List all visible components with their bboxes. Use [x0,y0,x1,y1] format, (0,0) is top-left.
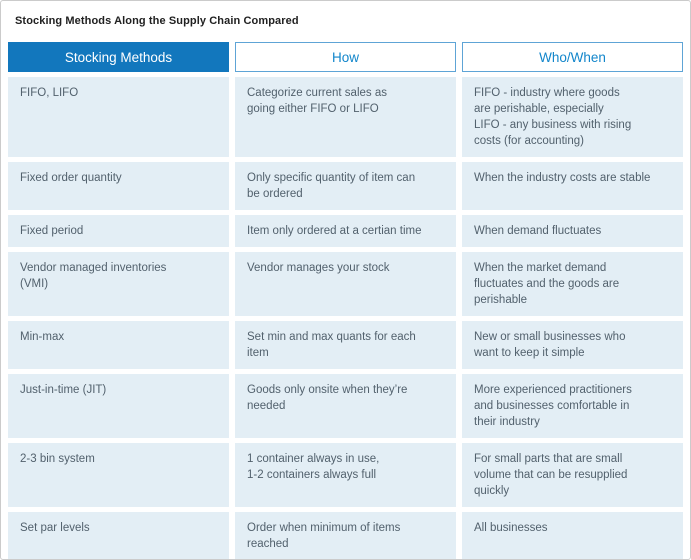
cell-method: Min-max [8,321,229,369]
cell-method: 2-3 bin system [8,443,229,507]
header-row: Stocking Methods How Who/When [8,42,683,72]
table-row-fifo-lifo: FIFO, LIFO Categorize current sales as g… [8,77,683,157]
header-cell-who-when: Who/When [462,42,683,72]
cell-how: Item only ordered at a certian time [235,215,456,247]
cell-who: All businesses [462,512,683,559]
cell-how: Vendor manages your stock [235,252,456,316]
cell-who: FIFO - industry where goods are perishab… [462,77,683,157]
cell-how: Only specific quantity of item can be or… [235,162,456,210]
cell-who: For small parts that are small volume th… [462,443,683,507]
cell-method: Fixed order quantity [8,162,229,210]
cell-method: Set par levels [8,512,229,559]
table-row-min-max: Min-max Set min and max quants for each … [8,321,683,369]
cell-who: More experienced practitioners and busin… [462,374,683,438]
table-row-jit: Just-in-time (JIT) Goods only onsite whe… [8,374,683,438]
cell-method: Fixed period [8,215,229,247]
table-row-2-3-bin-system: 2-3 bin system 1 container always in use… [8,443,683,507]
comparison-table: Stocking Methods How Who/When FIFO, LIFO… [1,42,690,559]
cell-how: Set min and max quants for each item [235,321,456,369]
table-row-vmi: Vendor managed inventories (VMI) Vendor … [8,252,683,316]
cell-how: Categorize current sales as going either… [235,77,456,157]
header-cell-how: How [235,42,456,72]
cell-how: 1 container always in use, 1-2 container… [235,443,456,507]
cell-who: When the industry costs are stable [462,162,683,210]
table-row-fixed-order-quantity: Fixed order quantity Only specific quant… [8,162,683,210]
cell-who: When the market demand fluctuates and th… [462,252,683,316]
cell-method: Just-in-time (JIT) [8,374,229,438]
table-row-fixed-period: Fixed period Item only ordered at a cert… [8,215,683,247]
cell-who: New or small businesses who want to keep… [462,321,683,369]
cell-method: FIFO, LIFO [8,77,229,157]
table-row-set-par-levels: Set par levels Order when minimum of ite… [8,512,683,559]
cell-how: Order when minimum of items reached [235,512,456,559]
header-cell-stocking-methods: Stocking Methods [8,42,229,72]
table-title: Stocking Methods Along the Supply Chain … [15,15,299,27]
cell-method: Vendor managed inventories (VMI) [8,252,229,316]
cell-how: Goods only onsite when they’re needed [235,374,456,438]
cell-who: When demand fluctuates [462,215,683,247]
